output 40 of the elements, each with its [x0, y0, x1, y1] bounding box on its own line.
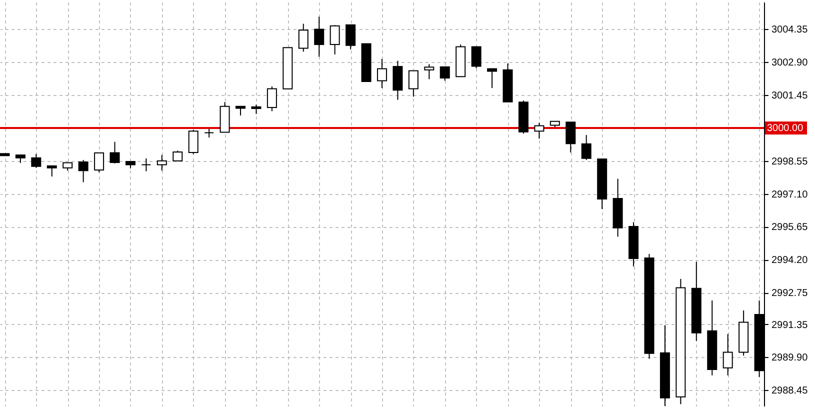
candlestick — [236, 106, 246, 116]
candlestick — [172, 150, 183, 162]
candlestick — [471, 46, 482, 69]
candlestick — [266, 86, 277, 112]
candlestick — [722, 334, 733, 376]
ref-line-label: 3000.00 — [767, 122, 804, 134]
candlestick — [330, 24, 340, 55]
candlestick — [534, 122, 544, 140]
candlestick — [94, 152, 104, 173]
candlestick — [487, 68, 498, 89]
y-tick-label: 2992.75 — [772, 288, 808, 300]
y-tick-label: 2991.35 — [772, 320, 808, 331]
candlestick — [440, 66, 450, 82]
candlestick — [566, 122, 576, 153]
candlestick — [392, 60, 403, 100]
candlestick — [110, 141, 120, 164]
y-tick-label: 3001.45 — [772, 90, 808, 102]
candlestick — [377, 58, 387, 89]
candlestick — [581, 134, 592, 160]
y-tick-label: 2988.45 — [772, 386, 808, 397]
candlestick — [408, 70, 418, 98]
y-tick-label: 2989.90 — [772, 352, 808, 364]
y-tick-label: 3002.90 — [772, 58, 808, 69]
candlestick — [346, 24, 356, 50]
candlestick — [251, 104, 262, 114]
candlestick — [141, 158, 152, 172]
y-tick-label: 2997.10 — [772, 189, 808, 200]
y-tick-label: 2994.20 — [772, 255, 808, 266]
candlestick — [298, 23, 308, 52]
candlestick — [204, 128, 214, 138]
y-tick-label: 2995.65 — [772, 222, 808, 234]
candlestick — [31, 154, 42, 168]
candlestick — [314, 16, 324, 58]
candlestick — [78, 159, 88, 183]
candlestick — [424, 64, 434, 80]
candlestick — [156, 154, 167, 172]
candlestick — [188, 130, 198, 155]
candlestick — [46, 165, 57, 178]
y-tick-label: 2998.55 — [772, 156, 808, 168]
y-tick-label: 3004.35 — [772, 24, 808, 36]
